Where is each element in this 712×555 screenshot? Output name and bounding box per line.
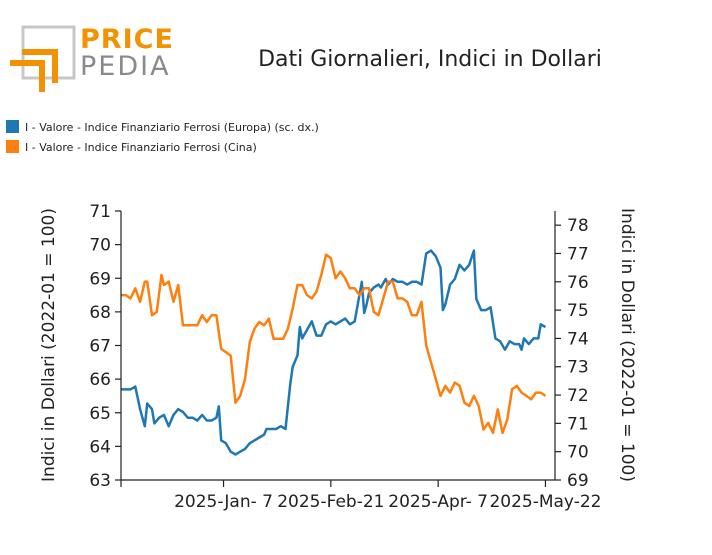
y-left-tick-label: 64 (89, 437, 111, 457)
x-tick-label: 2025-Jan- 7 (174, 492, 273, 512)
y-right-tick-label: 69 (567, 471, 589, 491)
legend-label-china: I - Valore - Indice Finanziario Ferrosi … (25, 141, 257, 154)
y-right-tick-label: 73 (567, 358, 589, 378)
x-tick-label: 2025-Apr- 7 (388, 492, 488, 512)
plot-area (121, 249, 547, 456)
line-series-china (121, 253, 547, 435)
logo-bracket-inner (22, 49, 58, 83)
pricepedia-logo: PRICE PEDIA (10, 24, 174, 92)
x-tick-label: 2025-Feb-21 (277, 492, 384, 512)
legend-label-europe: I - Valore - Indice Finanziario Ferrosi … (25, 121, 319, 134)
logo-bracket-outer (10, 60, 45, 92)
y-left-tick-label: 66 (89, 370, 111, 390)
legend-swatch-europe (6, 120, 19, 133)
y-right-tick-label: 75 (567, 301, 589, 321)
y-right-tick-label: 74 (567, 329, 589, 349)
x-tick-label: 2025-May-22 (489, 492, 601, 512)
y-right-tick-label: 72 (567, 386, 589, 406)
y-left-tick-label: 65 (89, 404, 111, 424)
y-axis-right: 69 70 71 72 73 74 75 76 77 78 (554, 211, 589, 491)
y-axis-right-label: Indici in Dollari (2022-01 = 100) (617, 208, 637, 482)
y-left-tick-label: 70 (89, 236, 111, 256)
legend-swatch-china (6, 140, 19, 153)
y-right-tick-label: 71 (567, 414, 589, 434)
y-left-tick-label: 71 (89, 202, 111, 222)
y-left-tick-label: 67 (89, 337, 111, 357)
chart-title: Dati Giornalieri, Indici in Dollari (258, 47, 602, 72)
logo-text-price: PRICE (80, 24, 174, 55)
logo-text-pedia: PEDIA (80, 51, 171, 82)
y-right-tick-label: 78 (567, 216, 589, 236)
y-left-tick-label: 63 (89, 471, 111, 491)
x-axis: 2025-Jan- 7 2025-Feb-21 2025-Apr- 7 2025-Ma… (120, 479, 601, 512)
y-axis-left: 63 64 65 66 67 68 69 70 71 (89, 202, 122, 491)
y-left-tick-label: 69 (89, 269, 111, 289)
y-axis-left-label: Indici in Dollari (2022-01 = 100) (39, 208, 59, 482)
line-series-europe (121, 249, 547, 456)
y-left-tick-label: 68 (89, 303, 111, 323)
y-right-tick-label: 76 (567, 273, 589, 293)
legend: I - Valore - Indice Finanziario Ferrosi … (6, 120, 319, 154)
y-right-tick-label: 77 (567, 244, 589, 264)
y-right-tick-label: 70 (567, 443, 589, 463)
